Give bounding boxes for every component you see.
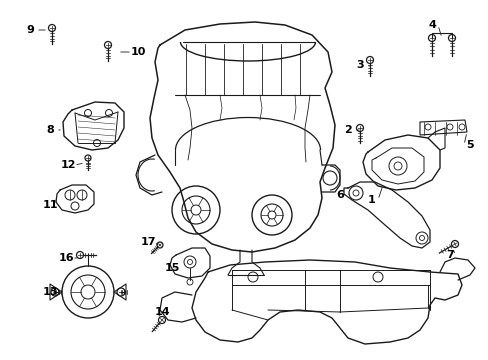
- Text: 6: 6: [335, 190, 343, 200]
- Text: 5: 5: [465, 140, 473, 150]
- Text: 10: 10: [130, 47, 145, 57]
- Text: 1: 1: [367, 195, 375, 205]
- Text: 17: 17: [140, 237, 156, 247]
- Text: 2: 2: [344, 125, 351, 135]
- Text: 11: 11: [42, 200, 58, 210]
- Text: 8: 8: [46, 125, 54, 135]
- Text: 4: 4: [427, 20, 435, 30]
- Text: 14: 14: [154, 307, 169, 317]
- Text: 16: 16: [58, 253, 74, 263]
- Text: 15: 15: [164, 263, 179, 273]
- Text: 9: 9: [26, 25, 34, 35]
- Text: 13: 13: [42, 287, 58, 297]
- Text: 7: 7: [445, 250, 453, 260]
- Text: 3: 3: [355, 60, 363, 70]
- Text: 12: 12: [60, 160, 76, 170]
